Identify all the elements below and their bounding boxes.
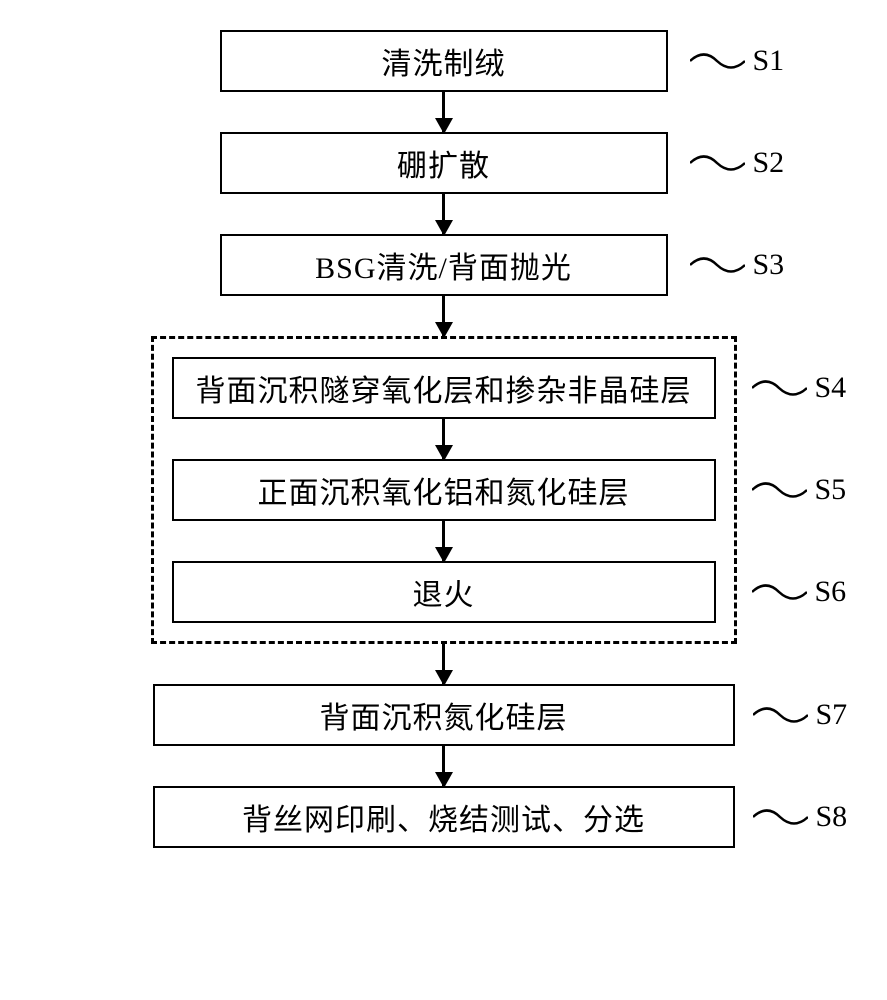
step-box-s8: 背丝网印刷、烧结测试、分选 <box>153 786 735 848</box>
step-label-s5: S5 <box>752 473 847 507</box>
arrow-s5-s6 <box>442 521 445 561</box>
step-label-s7: S7 <box>753 698 848 732</box>
step-row-s6: 退火 S6 <box>172 561 716 623</box>
step-label-text-s3: S3 <box>753 248 785 282</box>
curve-icon <box>753 700 808 730</box>
step-text-s2: 硼扩散 <box>397 141 490 185</box>
step-text-s6: 退火 <box>413 570 475 614</box>
curve-icon <box>690 148 745 178</box>
flowchart-container: 清洗制绒 S1 硼扩散 S2 BSG清洗/背面抛光 <box>151 30 737 848</box>
step-box-s6: 退火 <box>172 561 716 623</box>
step-row-s2: 硼扩散 S2 <box>220 132 668 194</box>
step-row-s3: BSG清洗/背面抛光 S3 <box>220 234 668 296</box>
step-box-s5: 正面沉积氧化铝和氮化硅层 <box>172 459 716 521</box>
step-label-text-s5: S5 <box>815 473 847 507</box>
step-row-s8: 背丝网印刷、烧结测试、分选 S8 <box>153 786 735 848</box>
step-label-text-s6: S6 <box>815 575 847 609</box>
dashed-group: 背面沉积隧穿氧化层和掺杂非晶硅层 S4 正面沉积氧化铝和氮化硅层 S5 <box>151 336 737 644</box>
curve-icon <box>753 802 808 832</box>
curve-icon <box>690 46 745 76</box>
curve-icon <box>752 577 807 607</box>
step-label-text-s1: S1 <box>753 44 785 78</box>
step-text-s7: 背面沉积氮化硅层 <box>320 693 568 737</box>
arrow-s7-s8 <box>442 746 445 786</box>
step-label-text-s2: S2 <box>753 146 785 180</box>
step-row-s5: 正面沉积氧化铝和氮化硅层 S5 <box>172 459 716 521</box>
step-label-text-s8: S8 <box>816 800 848 834</box>
arrow-s2-s3 <box>442 194 445 234</box>
curve-icon <box>752 373 807 403</box>
step-label-s6: S6 <box>752 575 847 609</box>
step-label-s8: S8 <box>753 800 848 834</box>
step-row-s1: 清洗制绒 S1 <box>220 30 668 92</box>
step-text-s3: BSG清洗/背面抛光 <box>315 243 572 287</box>
step-label-text-s7: S7 <box>816 698 848 732</box>
step-label-text-s4: S4 <box>815 371 847 405</box>
step-box-s2: 硼扩散 <box>220 132 668 194</box>
step-row-s4: 背面沉积隧穿氧化层和掺杂非晶硅层 S4 <box>172 357 716 419</box>
step-row-s7: 背面沉积氮化硅层 S7 <box>153 684 735 746</box>
arrow-s4-s5 <box>442 419 445 459</box>
curve-icon <box>690 250 745 280</box>
step-box-s4: 背面沉积隧穿氧化层和掺杂非晶硅层 <box>172 357 716 419</box>
step-box-s1: 清洗制绒 <box>220 30 668 92</box>
arrow-s3-group <box>442 296 445 336</box>
curve-icon <box>752 475 807 505</box>
step-label-s4: S4 <box>752 371 847 405</box>
step-text-s4: 背面沉积隧穿氧化层和掺杂非晶硅层 <box>196 366 692 410</box>
step-text-s8: 背丝网印刷、烧结测试、分选 <box>242 795 645 839</box>
step-box-s3: BSG清洗/背面抛光 <box>220 234 668 296</box>
arrow-group-s7 <box>442 644 445 684</box>
step-text-s5: 正面沉积氧化铝和氮化硅层 <box>258 468 630 512</box>
step-label-s3: S3 <box>690 248 785 282</box>
step-text-s1: 清洗制绒 <box>382 39 506 83</box>
step-label-s2: S2 <box>690 146 785 180</box>
step-box-s7: 背面沉积氮化硅层 <box>153 684 735 746</box>
arrow-s1-s2 <box>442 92 445 132</box>
step-label-s1: S1 <box>690 44 785 78</box>
